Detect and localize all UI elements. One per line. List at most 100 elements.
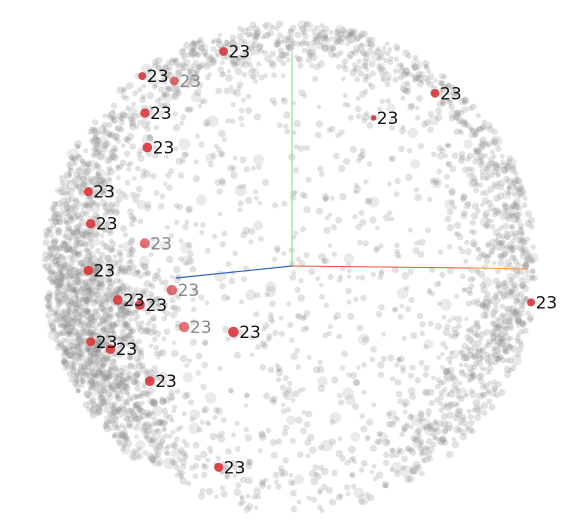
background-point: [118, 306, 126, 314]
background-point: [156, 302, 161, 308]
background-point: [522, 273, 532, 284]
background-point: [169, 274, 175, 280]
background-point: [150, 457, 157, 463]
background-point: [486, 242, 491, 248]
background-point: [159, 240, 171, 251]
background-point: [195, 63, 203, 71]
background-point: [184, 363, 190, 368]
background-point: [356, 158, 362, 164]
background-point: [75, 268, 82, 275]
background-point: [280, 60, 287, 67]
highlighted-point[interactable]: [219, 47, 229, 56]
highlighted-point[interactable]: [112, 295, 123, 305]
highlighted-point[interactable]: [134, 299, 145, 310]
highlighted-point[interactable]: [138, 72, 147, 81]
background-point: [64, 297, 75, 308]
highlighted-point[interactable]: [144, 376, 155, 387]
background-point: [350, 49, 356, 55]
background-point: [85, 330, 93, 337]
background-point: [466, 172, 473, 179]
background-point: [253, 311, 260, 318]
background-point: [159, 69, 166, 76]
background-point: [119, 422, 125, 428]
background-point: [301, 31, 306, 36]
background-point: [317, 487, 324, 493]
background-point: [83, 228, 90, 235]
point-label: 23: [224, 458, 246, 478]
background-point: [469, 219, 476, 226]
background-point: [404, 475, 412, 483]
background-point: [77, 321, 84, 329]
background-point: [81, 308, 87, 313]
highlighted-point[interactable]: [140, 108, 150, 118]
background-point: [164, 450, 171, 457]
background-point: [75, 388, 81, 394]
background-point: [61, 358, 68, 365]
highlighted-point[interactable]: [83, 187, 93, 197]
background-point: [309, 446, 317, 454]
background-point: [111, 132, 119, 140]
background-point: [326, 330, 332, 337]
background-point: [90, 128, 97, 135]
highlighted-point[interactable]: [83, 265, 94, 276]
background-point: [148, 317, 154, 323]
background-point: [181, 151, 188, 159]
background-point: [234, 45, 241, 51]
background-point: [119, 329, 126, 336]
background-point: [162, 90, 170, 98]
background-point: [96, 283, 102, 290]
background-point: [58, 270, 64, 276]
background-point: [296, 40, 302, 47]
background-point: [391, 307, 398, 313]
background-point: [505, 335, 511, 342]
background-point: [287, 28, 295, 36]
background-point: [328, 438, 337, 446]
background-point: [336, 333, 343, 340]
background-point: [275, 39, 282, 45]
background-point: [190, 53, 196, 59]
background-point: [74, 250, 80, 257]
background-point: [504, 258, 512, 266]
background-point: [137, 393, 143, 398]
background-point: [486, 199, 494, 207]
highlighted-point[interactable]: [228, 326, 239, 338]
background-point: [215, 455, 221, 461]
background-point: [111, 433, 117, 439]
background-point: [234, 67, 243, 76]
highlighted-point[interactable]: [214, 462, 224, 472]
highlighted-point[interactable]: [166, 284, 178, 296]
background-point: [133, 412, 139, 417]
highlighted-point[interactable]: [370, 115, 377, 121]
highlighted-point[interactable]: [139, 238, 150, 249]
background-point: [341, 76, 346, 81]
background-point: [155, 297, 161, 303]
highlighted-point[interactable]: [169, 76, 179, 86]
background-point: [74, 336, 82, 343]
highlighted-point[interactable]: [86, 219, 96, 229]
background-point: [100, 179, 109, 187]
background-point: [476, 246, 482, 252]
highlighted-point[interactable]: [430, 88, 440, 98]
background-point: [126, 285, 133, 292]
highlighted-point[interactable]: [142, 142, 153, 153]
highlighted-point[interactable]: [527, 298, 536, 307]
background-point: [51, 269, 57, 275]
background-point: [500, 294, 507, 300]
background-point: [102, 424, 108, 430]
background-point: [442, 328, 451, 337]
background-point: [257, 236, 264, 242]
background-point: [419, 447, 429, 456]
background-point: [233, 61, 239, 67]
background-point: [139, 366, 147, 374]
highlighted-point[interactable]: [105, 344, 116, 355]
background-point: [239, 122, 245, 128]
background-point: [327, 243, 333, 248]
background-point: [56, 280, 61, 285]
background-point: [43, 233, 49, 239]
highlighted-point[interactable]: [86, 337, 96, 347]
highlighted-point[interactable]: [179, 321, 190, 333]
background-point: [87, 159, 99, 171]
background-point: [464, 355, 471, 362]
background-point: [349, 472, 356, 479]
